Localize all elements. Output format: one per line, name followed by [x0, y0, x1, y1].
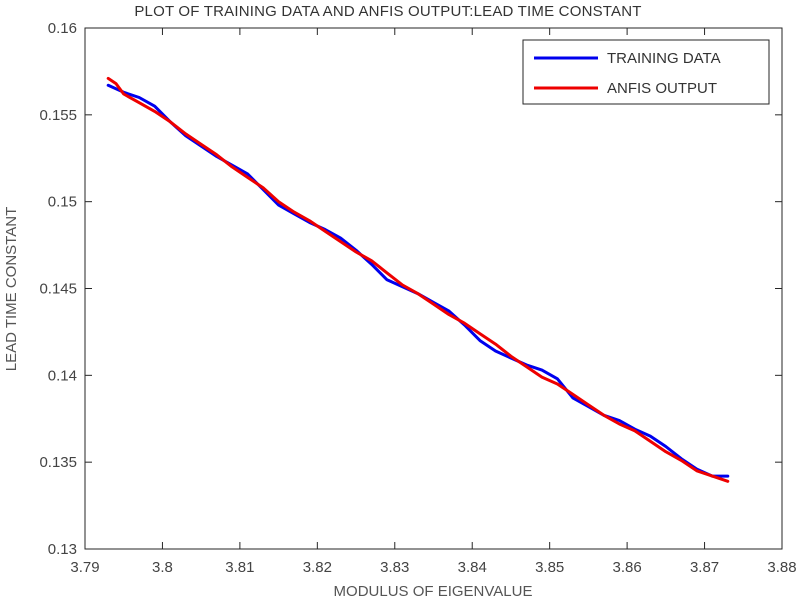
x-tick-label: 3.87	[690, 559, 719, 576]
y-tick-label: 0.13	[48, 541, 77, 558]
x-tick-label: 3.79	[70, 559, 99, 576]
y-axis: 0.13 0.135 0.14 0.145 0.15 0.155 0.16	[39, 20, 782, 558]
y-tick-label: 0.135	[39, 454, 77, 471]
x-tick-label: 3.84	[458, 559, 487, 576]
x-axis: 3.79 3.8 3.81 3.82 3.83 3.84 3.85 3.86 3.87 3.88	[70, 28, 797, 576]
legend-label-anfis-output: ANFIS OUTPUT	[607, 80, 717, 97]
y-tick-label: 0.16	[48, 20, 77, 37]
x-tick-label: 3.81	[225, 559, 254, 576]
y-tick-label: 0.145	[39, 281, 77, 298]
x-tick-label: 3.86	[613, 559, 642, 576]
y-tick-label: 0.155	[39, 107, 77, 124]
anfis-output-line	[106, 76, 730, 483]
x-tick-label: 3.85	[535, 559, 564, 576]
plot-area	[84, 27, 783, 550]
y-tick-label: 0.15	[48, 194, 77, 211]
x-axis-label: MODULUS OF EIGENVALUE	[334, 583, 533, 600]
legend: TRAINING DATA ANFIS OUTPUT	[522, 39, 770, 105]
legend-label-training-data: TRAINING DATA	[607, 50, 721, 67]
y-axis-label: LEAD TIME CONSTANT	[3, 207, 20, 371]
x-tick-label: 3.83	[380, 559, 409, 576]
chart-title: PLOT OF TRAINING DATA AND ANFIS OUTPUT:L…	[134, 3, 641, 20]
x-tick-label: 3.8	[152, 559, 173, 576]
x-tick-label: 3.88	[767, 559, 796, 576]
y-tick-label: 0.14	[48, 367, 77, 384]
x-tick-label: 3.82	[303, 559, 332, 576]
series-layer	[106, 76, 730, 483]
legend-box	[522, 39, 770, 105]
